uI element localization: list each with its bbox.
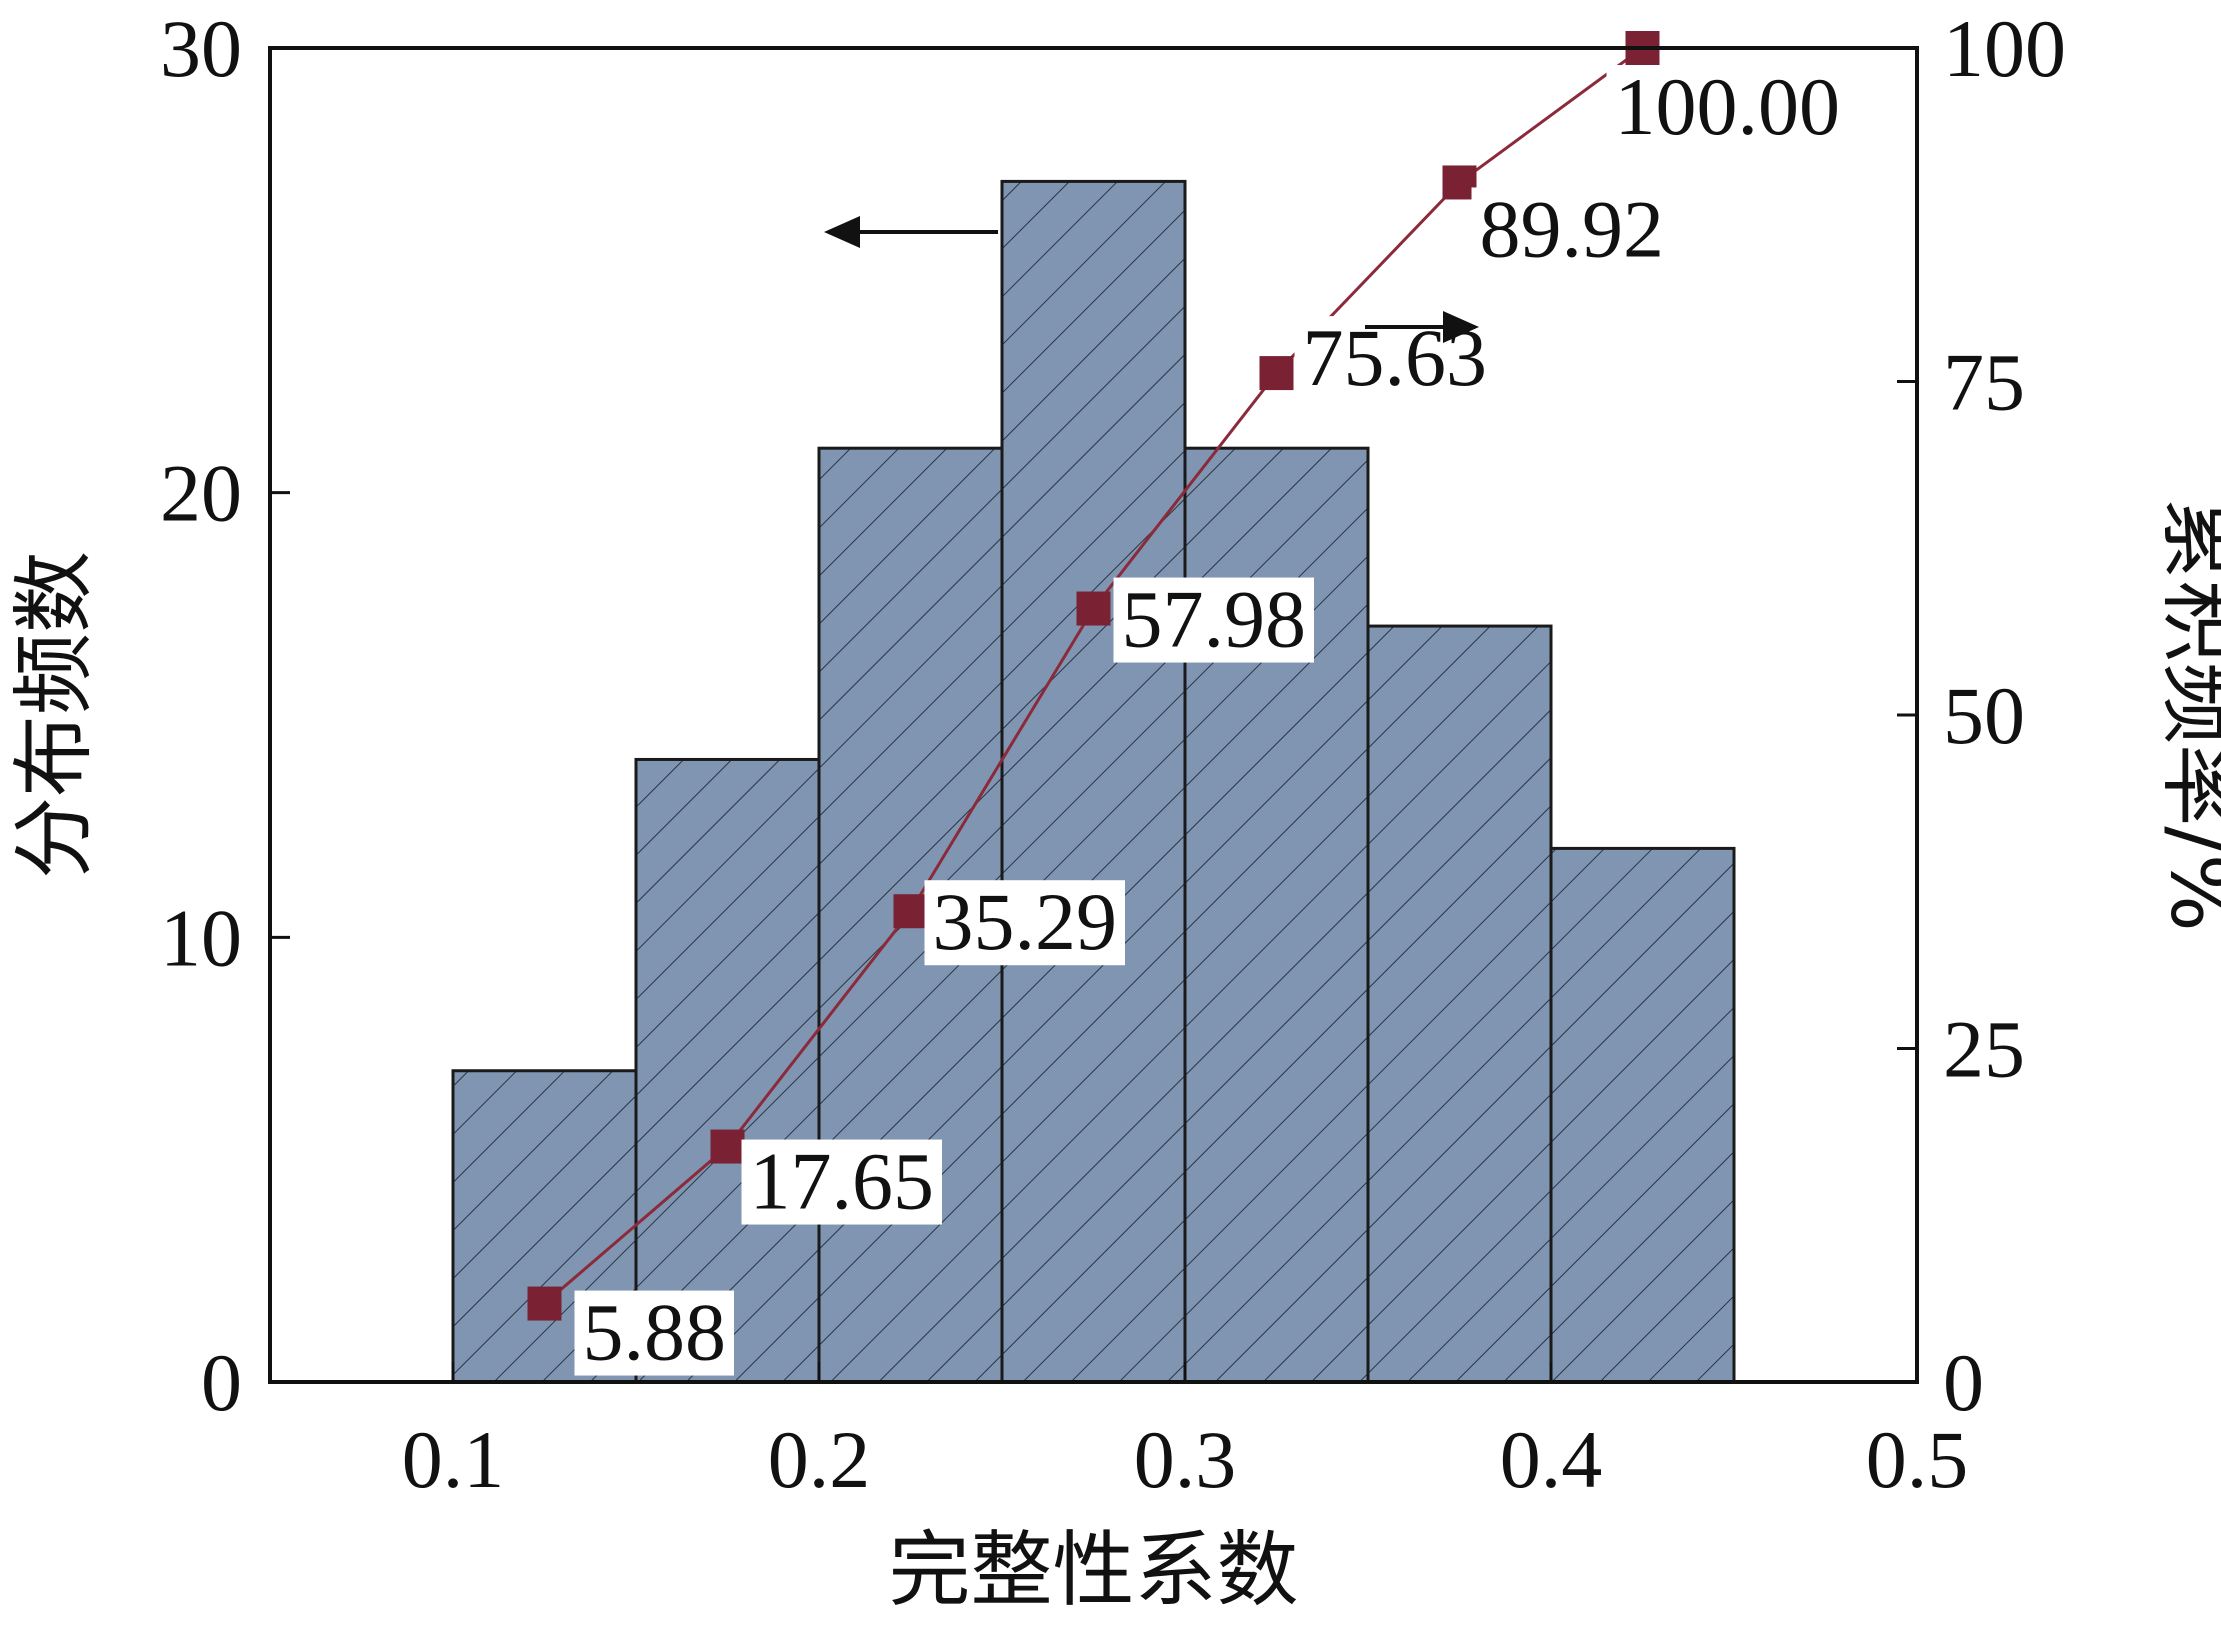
x-tick-label: 0.2: [768, 1414, 871, 1505]
x-tick-label: 0.5: [1866, 1414, 1969, 1505]
right-y-tick-label: 0: [1943, 1337, 1984, 1428]
cumulative-point-marker: [710, 1129, 745, 1164]
x-tick-label: 0.1: [402, 1414, 505, 1505]
data-label-background: [741, 1139, 942, 1225]
cumulative-line-series: [527, 31, 1660, 1321]
left-y-tick-label: 0: [201, 1337, 242, 1428]
x-tick-label: 0.3: [1134, 1414, 1237, 1505]
cumulative-point-marker: [1076, 591, 1111, 626]
data-label-background: [1113, 577, 1314, 663]
cumulative-point-marker: [1442, 165, 1477, 200]
cumulative-point-marker: [1259, 356, 1294, 391]
right-y-tick-label: 25: [1943, 1004, 2025, 1095]
right-y-tick-label: 50: [1943, 670, 2025, 761]
right-y-axis-title: 累积频率/%: [2152, 498, 2221, 932]
cumulative-point-marker: [527, 1286, 562, 1321]
x-axis-title: 完整性系数: [888, 1523, 1298, 1618]
histogram-bars: [451, 179, 1736, 1384]
left-y-tick-label: 30: [160, 3, 242, 94]
cumulative-point-marker: [893, 894, 928, 929]
data-label-background: [1606, 65, 1848, 150]
cumulative-data-label: 100.00: [1615, 61, 1841, 152]
right-y-axis-ticks: 0 25 50 75 100: [1897, 3, 2066, 1428]
data-label-background: [574, 1290, 734, 1376]
cumulative-data-label: 5.88: [583, 1287, 727, 1378]
histogram-bar-hatch: [1549, 846, 1736, 1384]
left-y-axis-title: 分布频数: [7, 551, 102, 879]
right-y-tick-label: 100: [1943, 3, 2066, 94]
cumulative-data-label: 57.98: [1122, 574, 1307, 665]
cumulative-data-label: 89.92: [1480, 183, 1665, 274]
right-y-tick-label: 75: [1943, 337, 2025, 428]
data-label-background: [1471, 187, 1672, 273]
data-label-background: [924, 880, 1125, 966]
left-y-tick-label: 10: [160, 892, 242, 983]
cumulative-data-label: 17.65: [750, 1136, 935, 1227]
histogram-bar-hatch: [1000, 179, 1187, 1384]
cumulative-data-label: 35.29: [933, 876, 1118, 967]
left-y-tick-label: 20: [160, 448, 242, 539]
histogram-bar-hatch: [1366, 624, 1553, 1384]
x-tick-label: 0.4: [1500, 1414, 1603, 1505]
x-axis-ticks: 0.1 0.2 0.3 0.4 0.5: [402, 1362, 1969, 1505]
left-y-axis-ticks: 0 10 20 30: [160, 3, 290, 1428]
